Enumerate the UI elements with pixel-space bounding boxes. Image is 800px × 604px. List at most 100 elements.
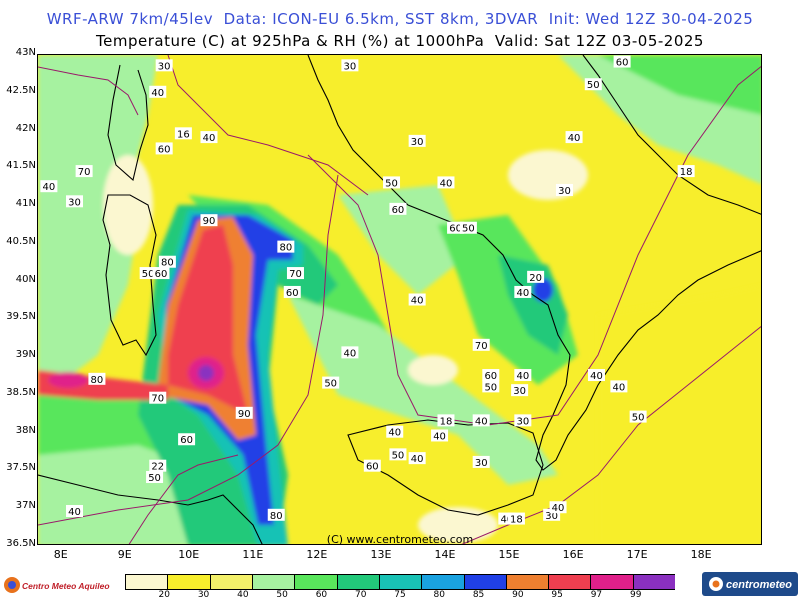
contour-label-bg — [677, 165, 695, 178]
contour-label: 40 — [516, 288, 529, 299]
colorbar-label: 90 — [512, 590, 524, 600]
contour-label-bg — [587, 369, 605, 382]
contour-label-bg — [472, 455, 490, 468]
contour-label-bg — [610, 380, 628, 393]
italy-west-coast — [307, 55, 761, 471]
contour-label-bg — [389, 448, 407, 461]
contour-label: 80 — [91, 375, 104, 386]
contour-label: 40 — [500, 515, 513, 526]
contour-label-bg — [267, 508, 285, 521]
colorbar-segment — [548, 575, 591, 589]
latitude-tick-label: 42N — [15, 122, 36, 134]
logo-right-text: centrometeo — [726, 579, 792, 591]
contour-label-bg — [565, 131, 583, 144]
contour-label: 60 — [484, 371, 497, 382]
rh-colorbar — [125, 574, 676, 590]
longitude-tick-label: 11E — [242, 548, 264, 561]
contour-label: 30 — [545, 511, 558, 522]
contour-label-bg — [472, 338, 490, 351]
colorbar-segment — [463, 575, 506, 589]
contour-label-bg — [459, 221, 477, 234]
longitude-tick-label: 12E — [306, 548, 328, 561]
isotherm-north — [38, 66, 139, 116]
contour-label-bg — [155, 142, 173, 155]
colorbar-segment — [251, 575, 295, 589]
contour-label: 30 — [558, 186, 571, 197]
logo-right-emblem-inner — [712, 580, 720, 588]
rh-core-magenta-west — [48, 372, 88, 388]
logo-left-text: Centro Meteo Aquileo — [22, 581, 110, 591]
longitude-tick-label: 9E — [117, 548, 132, 561]
contour-label-bg — [283, 285, 301, 298]
contour-label-bg — [389, 202, 407, 215]
rh-area-ionian — [598, 285, 761, 544]
latitude-tick-label: 43N — [15, 47, 36, 58]
contour-label-bg — [408, 293, 426, 306]
rh-area-dry-south — [418, 507, 498, 543]
map-credit: (C) www.centrometeo.com — [327, 533, 473, 545]
contour-label-bg — [514, 369, 532, 382]
latitude-tick-label: 40.5N — [6, 235, 36, 247]
isotherm-22 — [128, 454, 239, 544]
contour-label-bg — [555, 183, 573, 196]
contour-label-bg — [511, 384, 529, 397]
contour-label-bg — [514, 414, 532, 427]
contour-label-bg — [139, 267, 157, 280]
map-canvas[interactable]: 3040501640607040302090808070506060807090… — [38, 55, 762, 545]
longitude-tick-label: 8E — [53, 548, 68, 561]
contour-label-bg — [408, 134, 426, 147]
contour-label: 70 — [475, 341, 488, 352]
longitude-tick-label: 16E — [562, 548, 584, 561]
colorbar-label: 99 — [629, 590, 642, 600]
contour-label: 40 — [43, 182, 56, 193]
colorbar-segment — [336, 575, 379, 589]
longitude-tick-label: 10E — [178, 548, 200, 561]
contour-label-bg — [437, 414, 455, 427]
contour-label: 30 — [344, 61, 357, 72]
contour-label: 30 — [411, 137, 424, 148]
latitude-tick-label: 39.5N — [6, 311, 36, 323]
latitude-tick-label: 38N — [15, 424, 36, 436]
coastlines — [38, 55, 761, 544]
contour-label-bg — [613, 55, 631, 68]
contour-label-bg — [408, 452, 426, 465]
contour-label: 40 — [440, 178, 453, 189]
contour-label: 60 — [392, 205, 405, 216]
contour-label: 30 — [68, 197, 81, 208]
latitude-tick-label: 37N — [15, 500, 36, 512]
isotherm-20 — [38, 174, 339, 526]
contour-label: 40 — [344, 348, 357, 359]
map-panel[interactable]: 3040501640607040302090808070506060807090… — [37, 54, 762, 545]
latitude-tick-label: 41N — [15, 198, 36, 210]
contour-label: 50 — [148, 473, 161, 484]
longitude-tick-label: 15E — [498, 548, 520, 561]
colorbar-label: 95 — [551, 590, 563, 600]
contour-label: 40 — [203, 133, 216, 144]
contour-label: 50 — [324, 379, 337, 390]
contour-label: 80 — [270, 511, 283, 522]
contour-label: 20 — [529, 273, 542, 284]
contour-label: 40 — [475, 416, 488, 427]
contour-label: 22 — [151, 462, 164, 473]
contour-label-bg — [75, 165, 93, 178]
contour-label: 80 — [279, 243, 292, 254]
colorbar-segment — [294, 575, 337, 589]
contour-label: 18 — [440, 416, 453, 427]
contour-label-bg — [66, 505, 84, 518]
colorbar-label: 20 — [158, 590, 171, 600]
contour-label: 60 — [449, 224, 462, 235]
colorbar-label: 75 — [394, 590, 406, 600]
contour-label: 40 — [552, 503, 565, 514]
colorbar-segment — [167, 575, 210, 589]
centro-meteo-aquileo-logo: Centro Meteo Aquileo — [2, 570, 120, 600]
contour-label: 70 — [151, 394, 164, 405]
colorbar-segment — [378, 575, 422, 589]
latitude-tick-label: 40N — [15, 273, 36, 285]
colorbar-segment — [209, 575, 252, 589]
contour-label-bg — [149, 85, 167, 98]
centrometeo-logo: centrometeo — [702, 570, 798, 598]
contour-label-bg — [507, 512, 525, 525]
contour-label: 50 — [484, 382, 497, 393]
rh-area-dry-corsica-sardinia — [103, 155, 153, 255]
contour-label-bg — [629, 410, 647, 423]
